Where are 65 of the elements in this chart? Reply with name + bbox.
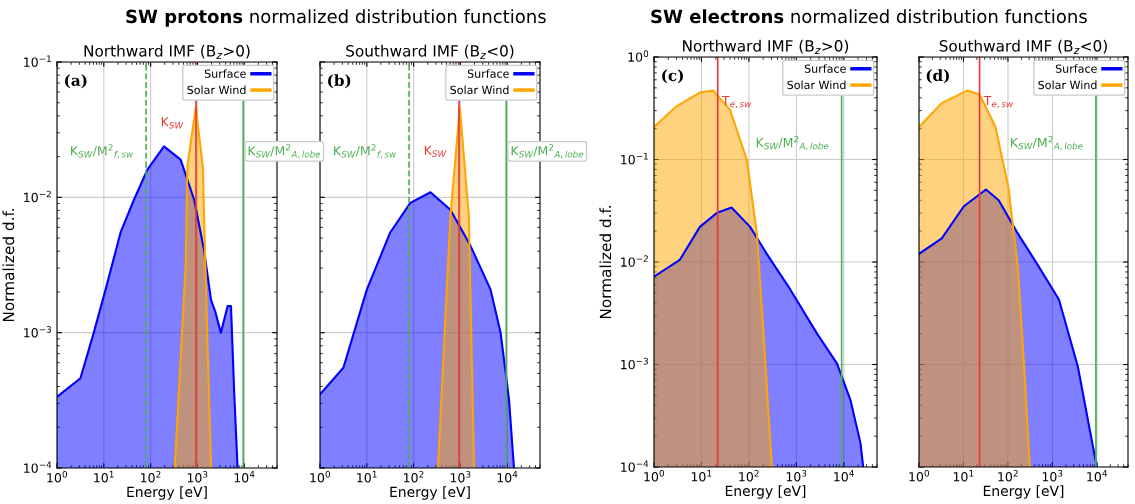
x-tick-label: 10$^{2}$: [141, 470, 161, 483]
ref-line-label: K$_{SW}$/M$^{2}$$_{f,sw}$: [71, 144, 134, 159]
text: SW electrons: [651, 9, 784, 24]
annotation: (c): [662, 69, 683, 84]
ref-line-label: K$_{SW}$/M$^{2}$$_{f,sw}$: [334, 144, 397, 159]
legend-label: Surface: [804, 64, 846, 73]
y-tick-label: 10$^{−1}$: [621, 153, 648, 165]
annotation: (d): [926, 69, 949, 84]
y-tick-label: 10$^{−4}$: [24, 461, 52, 473]
x-tick-label: 10$^{4}$: [234, 471, 255, 483]
x-axis-title: Energy [eV]: [390, 486, 470, 500]
x-axis-title: Energy [eV]: [127, 486, 207, 500]
x-axis-title: Energy [eV]: [983, 485, 1064, 499]
chart-title: Southward IMF (B$_{z}$<0): [346, 44, 514, 59]
x-tick-label: 10$^{1}$: [691, 470, 712, 482]
ref-line-label: K$_{SW}$/M$^{2}$$_{A,lobe}$: [756, 135, 829, 151]
ref-line-label: T$_{e,sw}$: [983, 95, 1014, 109]
x-tick-label: 10$^{3}$: [187, 470, 208, 483]
ref-line-label: K$_{SW}$/M$^{2}$$_{A,lobe}$: [1011, 135, 1083, 151]
text: normalized distribution functions: [250, 9, 546, 24]
y-tick-label: 10$^{0}$: [628, 50, 649, 62]
ref-line-label: K$_{SW}$: [424, 145, 447, 157]
x-tick-label: 10$^{4}$: [1087, 470, 1108, 482]
text: SW protons: [126, 9, 243, 27]
x-tick-label: 10$^{2}$: [739, 469, 759, 482]
ref-line-label: K$_{SW}$: [161, 117, 184, 129]
x-tick-label: 10$^{1}$: [357, 471, 377, 483]
legend-label: Solar Wind: [187, 85, 246, 95]
x-tick-label: 10$^{4}$: [497, 471, 518, 483]
ref-line-label: T$_{e,sw}$: [721, 95, 752, 109]
x-tick-label: 10$^{0}$: [909, 469, 930, 482]
x-tick-label: 10$^{3}$: [1042, 469, 1063, 482]
y-axis-title: Normalized d.f.: [2, 209, 15, 322]
legend-label: Solar Wind: [1038, 80, 1097, 90]
x-tick-label: 10$^{4}$: [834, 470, 854, 482]
legend-label: Surface: [204, 69, 246, 78]
x-tick-label: 10$^{1}$: [94, 471, 114, 483]
x-tick-label: 10$^{0}$: [47, 470, 68, 483]
x-tick-label: 10$^{3}$: [450, 470, 471, 483]
y-tick-label: 10$^{−4}$: [621, 460, 649, 472]
annotation: (b): [328, 74, 351, 89]
chart-title: Northward IMF (B$_{z}$>0): [84, 44, 250, 59]
legend-label: Surface: [1055, 64, 1097, 73]
y-axis-title: Normalized d.f.: [599, 206, 612, 319]
x-axis-title: Energy [eV]: [725, 485, 806, 499]
legend-label: Solar Wind: [450, 85, 509, 95]
chart-title: Northward IMF (B$_{z}$>0): [683, 39, 849, 54]
x-tick-label: 10$^{1}$: [953, 470, 974, 482]
y-tick-label: 10$^{−2}$: [24, 190, 51, 203]
chart-title: Southward IMF (B$_{z}$<0): [939, 39, 1107, 54]
y-tick-label: 10$^{−1}$: [24, 55, 51, 67]
text: normalized distribution functions: [791, 9, 1087, 24]
x-tick-label: 10$^{0}$: [644, 469, 665, 482]
annotation: (a): [65, 74, 87, 89]
legend-label: Solar Wind: [787, 80, 846, 90]
legend-label: Surface: [467, 69, 509, 78]
x-tick-label: 10$^{0}$: [310, 470, 331, 483]
ref-line-label: K$_{SW}$/M$^{2}$$_{A,lobe}$: [248, 144, 321, 159]
y-tick-label: 10$^{−3}$: [24, 326, 51, 338]
x-tick-label: 10$^{2}$: [998, 469, 1018, 482]
y-tick-label: 10$^{−3}$: [621, 357, 648, 370]
ref-line-label: K$_{SW}$/M$^{2}$$_{A,lobe}$: [511, 144, 584, 159]
x-tick-label: 10$^{3}$: [786, 469, 807, 482]
y-tick-label: 10$^{−2}$: [621, 255, 648, 267]
x-tick-label: 10$^{2}$: [404, 470, 424, 483]
